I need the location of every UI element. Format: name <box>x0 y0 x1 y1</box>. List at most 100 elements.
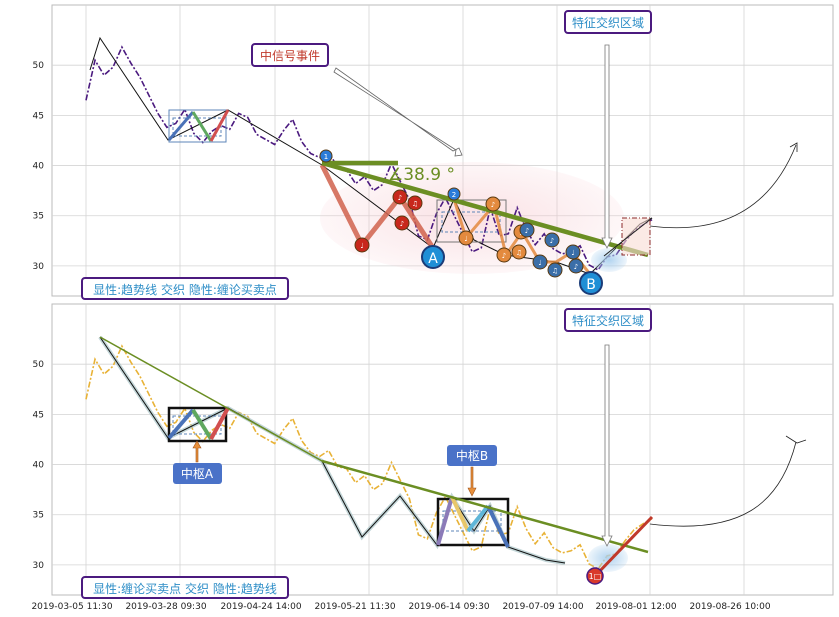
bottom-red-rise-line <box>594 515 654 577</box>
top-point-a-label: A <box>428 251 438 267</box>
top-curved-arrowhead <box>789 142 798 152</box>
bottom-pivot-b-arrow <box>467 466 477 497</box>
bi-point-marker <box>392 189 408 205</box>
bi-point-marker <box>568 258 584 274</box>
x-axis-ticks: 2019-03-05 11:30 2019-03-28 09:30 2019-04-… <box>31 602 770 612</box>
bi-point-glyph: ♪ <box>502 252 506 260</box>
bottom-zone-box <box>564 308 652 332</box>
bi-point-marker <box>447 187 461 201</box>
top-point-b-label: B <box>586 277 596 293</box>
bottom-pivot-a-zig-2 <box>191 408 213 441</box>
bi-point-marker <box>544 232 560 248</box>
bi-point-marker <box>394 215 410 231</box>
top-zone-arrow <box>601 44 613 249</box>
bi-point-marker <box>511 244 527 260</box>
bottom-pivot-b-label: 中枢B <box>456 448 488 463</box>
bi-point-marker <box>532 254 548 270</box>
bottom-legend-text: 显性:缠论买卖点 交织 隐性:趋势线 <box>93 581 277 596</box>
bottom-zone-arrow <box>601 344 613 547</box>
x-tick-label: 2019-04-24 14:00 <box>220 602 301 612</box>
y-tick-label: 45 <box>33 111 44 121</box>
x-tick-label: 2019-08-26 10:00 <box>689 602 770 612</box>
bi-point-marker <box>547 262 563 278</box>
bi-point-glyph: 1 <box>324 153 328 161</box>
bi-point-glyph: ♪ <box>400 220 404 228</box>
x-tick-label: 2019-07-09 14:00 <box>502 602 583 612</box>
x-tick-label: 2019-03-05 11:30 <box>31 602 112 612</box>
y-tick-label: 50 <box>33 61 45 71</box>
top-point-b-marker <box>579 271 603 295</box>
bi-point-glyph: ♫ <box>516 249 522 257</box>
top-price-line <box>85 45 653 271</box>
bottom-y-ticks: 30 35 40 45 50 <box>33 360 45 571</box>
bi-point-marker <box>458 230 474 246</box>
y-tick-label: 50 <box>33 360 45 370</box>
bottom-trend-line-2 <box>321 459 649 554</box>
top-signal-box <box>251 43 329 67</box>
bottom-pivot-a-arrow <box>192 440 202 463</box>
top-blue-glow <box>591 248 627 272</box>
bi-point-marker <box>565 244 581 260</box>
bottom-zone-label: 特征交织区域 <box>572 313 644 328</box>
x-tick-label: 2019-08-01 12:00 <box>595 602 676 612</box>
y-tick-label: 30 <box>33 561 45 571</box>
x-tick-label: 2019-05-21 11:30 <box>314 602 395 612</box>
bottom-pivot-a-zig-1 <box>167 408 195 440</box>
top-curved-arrow <box>649 144 797 229</box>
bottom-pivot-b-zig-3 <box>466 504 490 533</box>
bottom-curved-arrow <box>649 441 797 527</box>
bottom-pivot-a-tag <box>173 463 222 484</box>
y-tick-label: 45 <box>33 410 44 420</box>
bottom-panel: 30 35 40 45 50 1□ 中枢A <box>33 303 834 599</box>
bi-point-marker <box>496 247 512 263</box>
top-point-a-marker <box>421 245 445 269</box>
top-legend-text: 显性:趋势线 交织 隐性:缠论买卖点 <box>93 282 277 297</box>
y-tick-label: 40 <box>33 461 45 471</box>
bi-point-glyph: ♩ <box>571 249 574 257</box>
bottom-legend-box <box>81 576 289 599</box>
y-tick-label: 35 <box>33 212 44 222</box>
bi-point-glyph: ♫ <box>552 267 558 275</box>
bi-point-glyph: ♩ <box>538 259 541 267</box>
bi-point-marker <box>354 237 370 253</box>
bottom-buy-point-label: 1□ <box>589 572 602 581</box>
top-zone-box <box>564 10 652 34</box>
bi-point-glyph: ♪ <box>398 194 402 202</box>
bottom-pivot-b-zig-1 <box>436 496 454 546</box>
y-tick-label: 30 <box>33 262 45 272</box>
x-tick-label: 2019-03-28 09:30 <box>125 602 206 612</box>
bi-point-glyph: ♪ <box>525 227 529 235</box>
top-markers: 1♩♪♪♫2♩♪♪♫♩♪♩♪♫♩♪ <box>319 149 584 278</box>
bi-point-glyph: ♪ <box>550 237 554 245</box>
top-pivot-a-zig-2 <box>191 111 213 142</box>
bi-point-marker <box>485 196 501 212</box>
top-trend-line <box>321 160 649 258</box>
y-tick-label: 35 <box>33 511 44 521</box>
bi-point-glyph: ♪ <box>574 263 578 271</box>
bi-point-glyph: 2 <box>452 191 456 199</box>
bottom-trend-line-1 <box>99 336 323 462</box>
bottom-pivot-a-zig-3 <box>209 407 230 440</box>
bottom-pivot-a-label: 中枢A <box>181 466 214 481</box>
top-signal-label: 中信号事件 <box>260 48 320 63</box>
top-red-stroke <box>319 163 436 250</box>
top-feature-arrow-line <box>603 217 653 257</box>
top-signal-arrow <box>333 67 463 157</box>
bottom-pivot-a-inner <box>172 415 222 435</box>
top-pivot-a-zig-3 <box>209 109 230 142</box>
bottom-pivot-a-box <box>167 406 228 443</box>
bi-point-marker <box>519 222 535 238</box>
bottom-pivot-b-box <box>436 497 510 547</box>
top-pivot-a-box <box>168 109 227 143</box>
top-legend-box <box>81 277 289 300</box>
bi-point-glyph: ♪ <box>491 201 495 209</box>
bottom-pivot-b-zig-2 <box>450 496 470 532</box>
bi-point-marker <box>319 149 333 163</box>
bi-point-glyph: ♩ <box>360 242 363 250</box>
top-pivot-a-inner <box>172 117 222 137</box>
top-y-ticks: 30 35 40 45 50 <box>33 61 45 272</box>
bi-point-glyph: ♩ <box>464 235 467 243</box>
bi-point-glyph: ♫ <box>412 200 418 208</box>
